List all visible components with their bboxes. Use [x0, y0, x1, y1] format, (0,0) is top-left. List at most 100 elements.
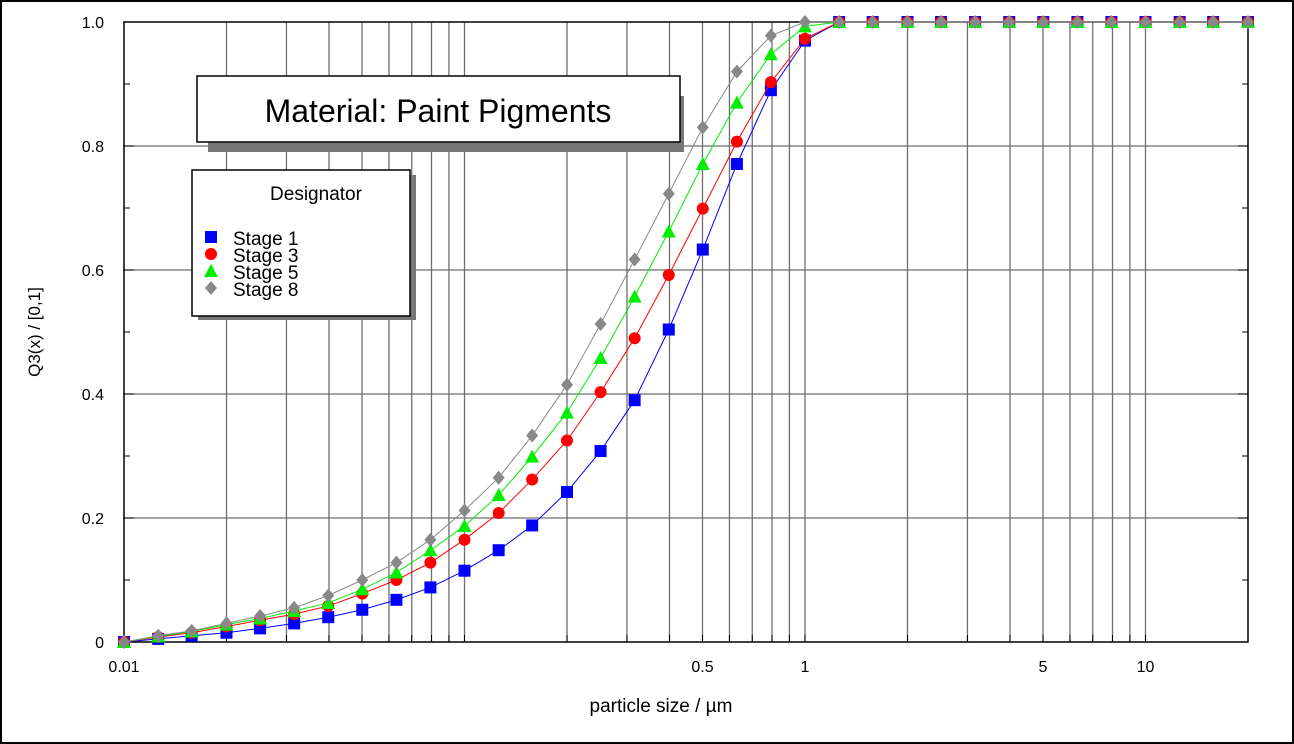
data-point [901, 15, 914, 29]
data-point [423, 543, 438, 557]
data-point [526, 519, 539, 532]
legend-marker [205, 231, 217, 243]
legend-frame [191, 169, 411, 317]
x-tick-label: 5 [1039, 659, 1048, 676]
data-point [594, 445, 607, 458]
x-tick-label: 1 [801, 659, 810, 676]
title-box-frame [196, 75, 681, 143]
data-point [390, 593, 403, 606]
data-point [356, 603, 369, 616]
x-tick-label: 0.01 [108, 659, 139, 676]
data-point [1071, 15, 1084, 29]
title-box: Material: Paint Pigments [196, 75, 684, 152]
data-point [322, 611, 335, 624]
data-point [491, 488, 506, 502]
data-point [492, 470, 505, 485]
data-point [1173, 15, 1186, 29]
y-tick-label: 0.8 [82, 139, 104, 156]
y-tick-label: 0 [95, 635, 104, 652]
data-point [798, 15, 811, 29]
data-point [1242, 15, 1254, 29]
data-point [730, 157, 743, 170]
data-point [628, 252, 641, 267]
data-point [594, 386, 607, 399]
series-layer [117, 15, 1255, 649]
y-tick-label: 0.2 [82, 511, 104, 528]
y-axis-label: Q3(x) / [0,1] [25, 287, 44, 377]
legend-label: Stage 5 [233, 263, 299, 284]
data-point [593, 351, 608, 365]
data-point [424, 532, 437, 547]
legend-label: Stage 8 [233, 280, 299, 301]
y-tick-label: 0.4 [82, 387, 104, 404]
data-point [662, 323, 675, 336]
legend-marker [205, 248, 217, 260]
data-point [628, 394, 641, 407]
data-point [458, 503, 471, 518]
data-point [390, 555, 403, 570]
data-point [185, 623, 198, 638]
legend-title: Designator [270, 184, 363, 205]
data-point [424, 581, 437, 594]
data-point [662, 268, 675, 281]
legend-label: Stage 1 [233, 229, 299, 250]
data-point [764, 76, 777, 89]
legend-marker [204, 264, 218, 277]
data-point [220, 616, 233, 631]
data-point [492, 507, 505, 520]
data-point [763, 47, 778, 61]
data-point [254, 608, 267, 623]
data-point [152, 628, 165, 643]
axis-ticks [123, 21, 1248, 643]
data-point [696, 120, 709, 135]
data-point [866, 15, 879, 29]
data-point [661, 224, 676, 238]
data-point [424, 556, 437, 569]
data-point [288, 617, 301, 630]
series-line [123, 21, 1248, 643]
data-point [695, 156, 710, 170]
data-point [525, 449, 540, 463]
data-point [1105, 15, 1118, 29]
y-tick-label: 1.0 [82, 15, 104, 32]
y-tick-label: 0.6 [82, 263, 104, 280]
data-point [1003, 15, 1016, 29]
data-point [561, 485, 574, 498]
data-point [560, 405, 575, 419]
data-point [1139, 15, 1152, 29]
data-point [935, 15, 948, 29]
data-point [356, 573, 369, 587]
data-point [458, 564, 471, 577]
data-point [696, 202, 709, 215]
data-point [969, 15, 982, 29]
data-point [1037, 15, 1050, 29]
series-4 [118, 15, 1254, 649]
data-point [833, 15, 846, 29]
data-point [1207, 15, 1220, 29]
data-point [561, 434, 574, 447]
data-point [355, 582, 370, 596]
x-tick-label: 10 [1137, 659, 1155, 676]
data-point [561, 377, 574, 392]
data-point [322, 588, 335, 603]
data-point [730, 135, 743, 148]
data-point [628, 332, 641, 345]
x-axis-label: particle size / µm [590, 696, 733, 717]
data-point [594, 316, 607, 331]
data-point [118, 635, 130, 649]
legend-label: Stage 3 [233, 246, 299, 267]
data-point [730, 64, 743, 79]
x-tick-label: 0.5 [691, 659, 713, 676]
data-point [254, 622, 267, 635]
data-point [696, 243, 709, 256]
data-point [526, 473, 539, 486]
tick-labels: 0 0.2 0.4 0.6 0.8 1.0 0.01 0.5 1 5 10 [82, 15, 1155, 676]
data-point [729, 95, 744, 109]
data-point [798, 32, 811, 45]
data-point [288, 600, 301, 615]
data-point [457, 519, 472, 533]
data-point [662, 186, 675, 201]
